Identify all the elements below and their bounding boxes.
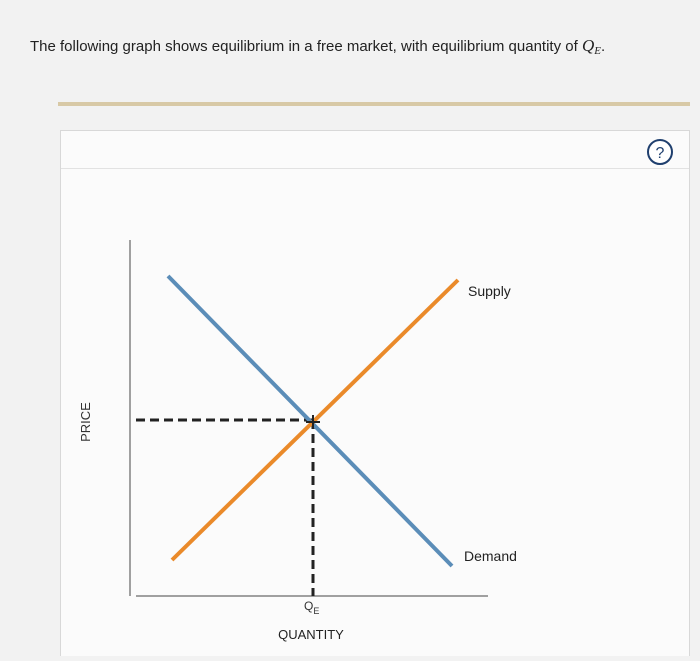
- q-letter: Q: [304, 599, 313, 613]
- help-button[interactable]: ?: [647, 139, 673, 165]
- question-text: The following graph shows equilibrium in…: [30, 36, 605, 57]
- supply-label: Supply: [468, 283, 511, 299]
- q-label: QE: [304, 599, 319, 616]
- question-subscript: E: [593, 45, 601, 57]
- help-circle[interactable]: [647, 139, 673, 165]
- demand-label: Demand: [464, 548, 517, 564]
- panel: [60, 130, 690, 661]
- question-end: .: [601, 38, 605, 55]
- q-subscript: E: [313, 606, 319, 616]
- question-symbol: Q: [582, 36, 594, 55]
- help-label[interactable]: ?: [656, 145, 665, 162]
- x-axis-label: QUANTITY: [278, 627, 344, 642]
- y-axis-label: PRICE: [78, 402, 93, 442]
- supply-curve: [170, 278, 460, 562]
- question-body: The following graph shows equilibrium in…: [30, 38, 579, 55]
